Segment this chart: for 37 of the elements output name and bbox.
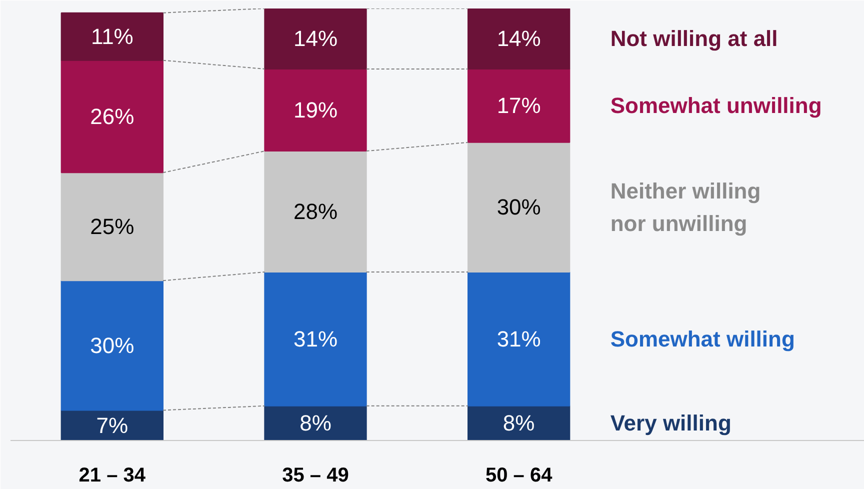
series-label: Somewhat unwilling [610,93,822,118]
x-tick-label: 35 – 49 [282,464,349,486]
data-label: 14% [293,26,338,52]
data-label: 17% [496,93,541,118]
bar [264,271,367,406]
bar [60,280,164,411]
data-label: 30% [90,332,134,358]
x-tick-label: 21 – 34 [78,464,146,486]
data-label: 8% [300,410,332,436]
series-label: Somewhat willing [610,326,795,352]
series-label: Very willing [610,410,732,436]
bar [264,150,367,272]
data-label: 28% [293,199,338,224]
data-label: 8% [502,410,535,436]
series-label: Not willing at all [610,26,778,52]
data-label: 30% [496,194,541,220]
x-tick-label: 50 – 64 [485,464,554,486]
data-label: 19% [293,98,338,123]
bar [60,172,164,282]
data-label: 11% [90,24,134,50]
bar [468,271,570,406]
series-label: Neither willing nor unwilling [610,178,761,236]
bar [264,8,367,70]
bar [60,12,164,61]
bar [468,142,570,272]
bar [468,68,570,143]
data-label: 31% [496,326,541,352]
data-label: 31% [293,326,338,352]
data-label: 26% [90,104,134,129]
data-label: 7% [96,412,128,438]
bar [468,8,570,70]
bar [264,405,367,440]
bar [60,410,164,440]
bar [264,68,367,152]
data-label: 14% [496,26,541,52]
data-label: 25% [90,214,134,240]
bar [60,60,164,174]
